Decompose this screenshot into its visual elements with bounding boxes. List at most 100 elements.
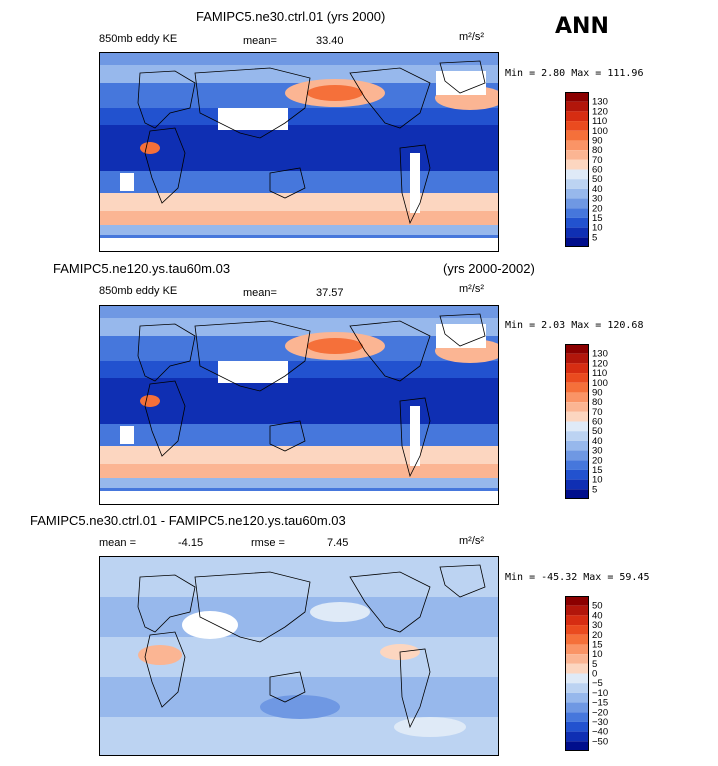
colorbar-tick-label: −50 — [592, 736, 608, 747]
colorbar-swatch — [565, 450, 589, 461]
panel-2-mean-label: mean= — [243, 287, 277, 299]
colorbar-swatch — [565, 469, 589, 480]
colorbar-swatch — [565, 625, 589, 635]
colorbar-tick-label: 110 — [592, 116, 607, 127]
colorbar-swatch — [565, 721, 589, 732]
colorbar-tick-label: 70 — [592, 155, 603, 166]
colorbar-tick-label: 70 — [592, 407, 603, 418]
colorbar-swatch — [565, 179, 589, 189]
colorbar-swatch — [565, 731, 589, 742]
panel-3-map-field — [100, 557, 498, 755]
colorbar-tick-label: 15 — [592, 639, 603, 650]
colorbar-tick-label: 50 — [592, 174, 603, 185]
colorbar-tick-label: 40 — [592, 436, 603, 447]
colorbar-tick-label: −20 — [592, 707, 608, 718]
colorbar-swatch — [565, 208, 589, 218]
colorbar-swatch — [565, 150, 589, 160]
panel-1-title: FAMIPC5.ne30.ctrl.01 (yrs 2000) — [196, 9, 386, 24]
colorbar-tick-label: 10 — [592, 649, 603, 660]
colorbar-swatch — [565, 382, 589, 393]
colorbar-swatch — [565, 363, 589, 374]
colorbar-tick-label: 20 — [592, 455, 603, 466]
colorbar-tick-label: 110 — [592, 368, 607, 379]
colorbar-swatch — [565, 431, 589, 441]
colorbar-swatch — [565, 130, 589, 141]
panel-2-units: m²/s² — [459, 283, 485, 295]
colorbar-swatch — [565, 596, 589, 606]
colorbar-swatch — [565, 188, 589, 199]
colorbar-tick-label: 10 — [592, 475, 603, 486]
panel-1-map-field — [100, 53, 505, 251]
colorbar-swatch — [565, 654, 589, 664]
colorbar-swatch — [565, 227, 589, 238]
colorbar-swatch — [565, 217, 589, 228]
colorbar-swatch — [565, 605, 589, 616]
colorbar-swatch — [565, 440, 589, 451]
colorbar-tick-label: 15 — [592, 213, 603, 224]
panel-2-title: FAMIPC5.ne120.ys.tau60m.03 — [53, 261, 231, 276]
colorbar-tick-label: 15 — [592, 465, 603, 476]
panel-1-variable-label: 850mb eddy KE — [99, 33, 178, 45]
colorbar-tick-label: 90 — [592, 387, 603, 398]
colorbar-swatch — [565, 237, 589, 247]
panel-1-map — [99, 52, 505, 252]
colorbar-tick-label: 5 — [592, 659, 597, 670]
colorbar-tick-label: 40 — [592, 610, 603, 621]
colorbar-tick-label: 30 — [592, 446, 603, 457]
panel-3-map — [99, 556, 499, 756]
colorbar-tick-label: −30 — [592, 717, 608, 728]
panel-3-mean-value: -4.15 — [178, 537, 204, 549]
colorbar-tick-label: 60 — [592, 417, 603, 428]
season-label: ANN — [555, 14, 609, 39]
panel-2-variable-label: 850mb eddy KE — [99, 285, 178, 297]
colorbar-swatch — [565, 101, 589, 112]
colorbar-tick-label: 40 — [592, 184, 603, 195]
colorbar-tick-label: 60 — [592, 165, 603, 176]
panel-2-mean-value: 37.57 — [316, 287, 344, 299]
colorbar-swatch — [565, 421, 589, 432]
colorbar-tick-label: 90 — [592, 135, 603, 146]
panel-1-mean-value: 33.40 — [316, 35, 344, 47]
colorbar-swatch — [565, 673, 589, 684]
colorbar-tick-label: 120 — [592, 358, 608, 369]
panel-3-units: m²/s² — [459, 535, 485, 547]
colorbar-tick-label: 50 — [592, 426, 603, 437]
panel-2-map-field — [100, 306, 505, 504]
colorbar-swatch — [565, 712, 589, 722]
panel-3-mean-label: mean = — [99, 537, 136, 549]
colorbar-swatch — [565, 479, 589, 490]
colorbar-tick-label: 100 — [592, 126, 608, 137]
colorbar-tick-label: 80 — [592, 397, 603, 408]
colorbar-tick-label: 0 — [592, 669, 597, 680]
colorbar-swatch — [565, 353, 589, 364]
colorbar-tick-label: 100 — [592, 378, 608, 389]
colorbar-swatch — [565, 489, 589, 499]
colorbar-tick-label: −40 — [592, 727, 608, 738]
colorbar-swatch — [565, 644, 589, 655]
colorbar-swatch — [565, 615, 589, 626]
colorbar-tick-label: 30 — [592, 620, 603, 631]
colorbar-tick-label: 130 — [592, 349, 608, 360]
colorbar-swatch — [565, 702, 589, 713]
panel-3-rmse-value: 7.45 — [327, 537, 349, 549]
colorbar-tick-label: 120 — [592, 106, 608, 117]
panel-1-minmax: Min = 2.80 Max = 111.96 — [505, 68, 644, 79]
panel-2-years: (yrs 2000-2002) — [443, 261, 535, 276]
colorbar-swatch — [565, 460, 589, 470]
colorbar-tick-label: 5 — [592, 484, 597, 495]
colorbar-tick-label: 80 — [592, 145, 603, 156]
colorbar-swatch — [565, 121, 589, 131]
colorbar-swatch — [565, 402, 589, 412]
colorbar-swatch — [565, 169, 589, 180]
colorbar-swatch — [565, 159, 589, 170]
colorbar-swatch — [565, 634, 589, 645]
colorbar-tick-label: 30 — [592, 194, 603, 205]
panel-3-rmse-label: rmse = — [251, 537, 285, 549]
panel-2-minmax: Min = 2.03 Max = 120.68 — [505, 320, 644, 331]
colorbar-swatch — [565, 683, 589, 693]
colorbar-swatch — [565, 344, 589, 354]
colorbar-tick-label: 130 — [592, 97, 608, 108]
colorbar-swatch — [565, 111, 589, 122]
